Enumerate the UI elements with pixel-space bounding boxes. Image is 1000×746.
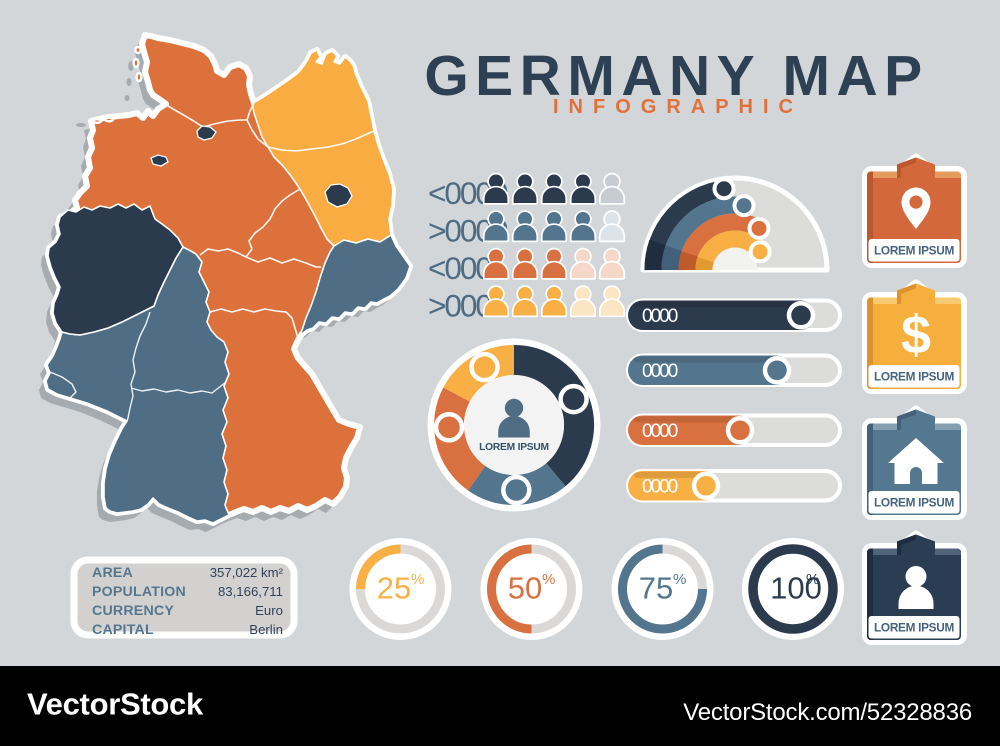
svg-text:>000: >000 — [428, 288, 492, 324]
svg-text:VectorStock.com/52328836: VectorStock.com/52328836 — [683, 699, 972, 726]
svg-text:75: 75 — [639, 571, 673, 606]
svg-text:POPULATION: POPULATION — [92, 584, 186, 600]
svg-text:%: % — [542, 571, 555, 588]
svg-text:100: 100 — [770, 571, 822, 606]
svg-text:AREA: AREA — [92, 565, 133, 581]
svg-text:VectorStock: VectorStock — [27, 687, 204, 722]
svg-text:%: % — [673, 571, 686, 588]
svg-text:50: 50 — [508, 571, 542, 606]
svg-text:0000: 0000 — [642, 361, 678, 382]
svg-text:GERMANY MAP: GERMANY MAP — [424, 44, 928, 108]
svg-text:Euro: Euro — [255, 603, 283, 618]
svg-text:LOREM IPSUM: LOREM IPSUM — [479, 442, 549, 453]
svg-text:$: $ — [901, 305, 931, 365]
svg-text:0000: 0000 — [642, 477, 678, 498]
svg-text:357,022 km²: 357,022 km² — [210, 565, 284, 580]
svg-text:83,166,711: 83,166,711 — [218, 584, 283, 599]
svg-text:0000: 0000 — [642, 306, 678, 327]
svg-text:CAPITAL: CAPITAL — [92, 622, 154, 638]
svg-text:LOREM IPSUM: LOREM IPSUM — [874, 621, 954, 635]
svg-text:LOREM IPSUM: LOREM IPSUM — [874, 244, 954, 258]
svg-text:INFOGRAPHIC: INFOGRAPHIC — [553, 96, 803, 118]
svg-text:0000: 0000 — [642, 421, 678, 442]
svg-text:25: 25 — [377, 571, 411, 606]
svg-text:CURRENCY: CURRENCY — [92, 603, 174, 619]
svg-text:%: % — [411, 571, 424, 588]
svg-text:<000: <000 — [428, 250, 492, 286]
svg-text:%: % — [806, 571, 819, 588]
svg-text:LOREM IPSUM: LOREM IPSUM — [874, 370, 954, 384]
svg-text:LOREM IPSUM: LOREM IPSUM — [874, 496, 954, 510]
svg-text:Berlin: Berlin — [249, 622, 283, 637]
